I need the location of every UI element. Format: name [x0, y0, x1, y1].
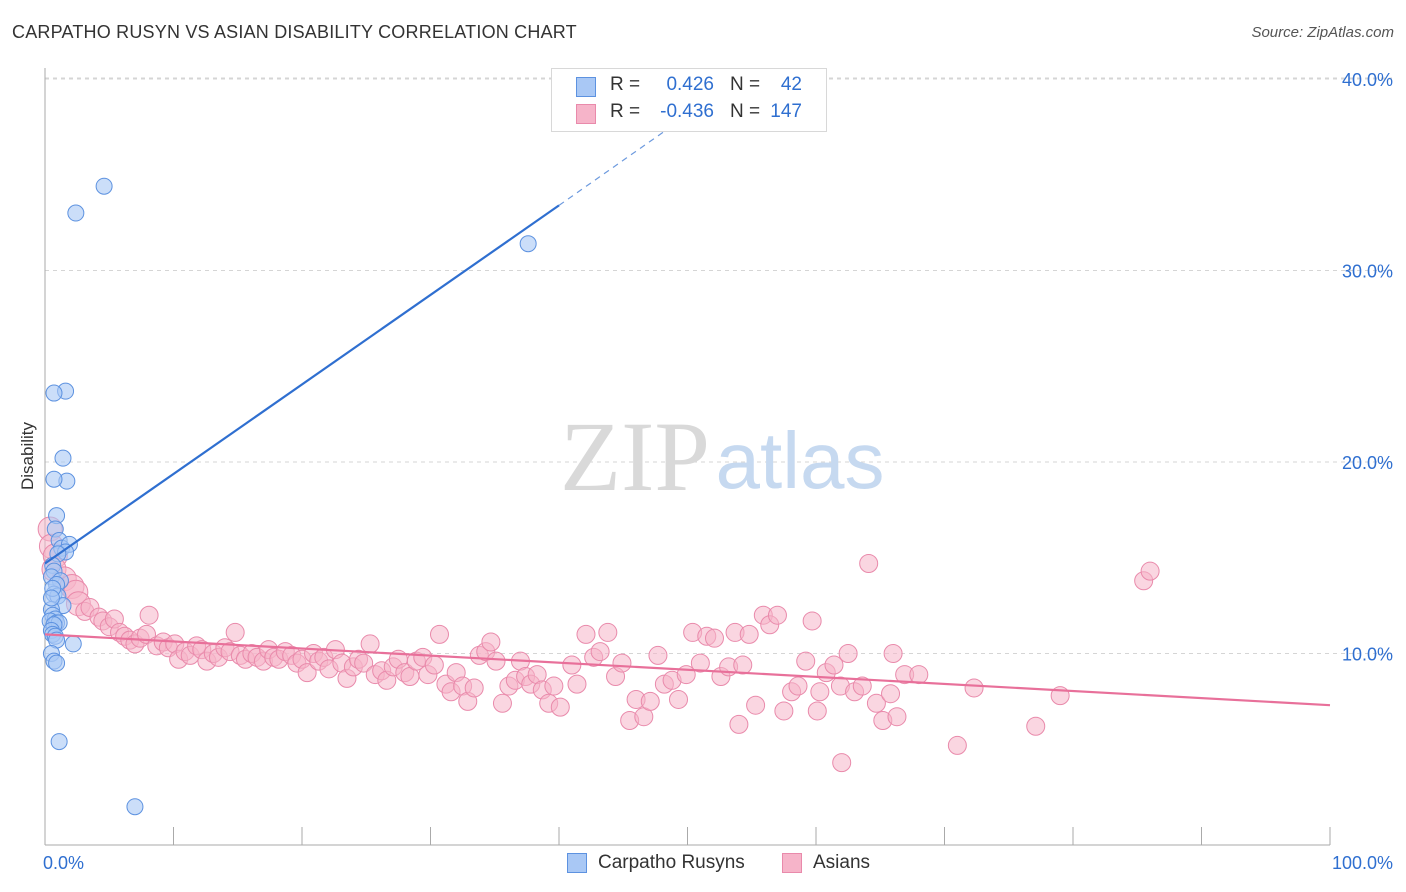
- asians-point: [802, 611, 822, 631]
- asians-point: [733, 655, 753, 675]
- legend-r-value: 0.426: [666, 74, 714, 95]
- legend-row-carpatho-rusyns: R = 0.426 N = 42: [552, 74, 826, 100]
- asians-point: [640, 691, 660, 711]
- asians-point: [704, 628, 724, 648]
- asians-point: [562, 655, 582, 675]
- carpatho-rusyns-trend-line: [44, 204, 560, 565]
- asians-point: [669, 689, 689, 709]
- asians-point: [1026, 716, 1046, 736]
- chart-title: CARPATHO RUSYN VS ASIAN DISABILITY CORRE…: [12, 22, 577, 42]
- asians-point: [788, 676, 808, 696]
- asians-point: [354, 653, 374, 673]
- asians-point: [225, 622, 245, 642]
- carpatho-rusyns-point: [45, 384, 63, 402]
- asians-point: [866, 693, 886, 713]
- asians-point: [832, 753, 852, 773]
- y-tick-label: 10.0%: [1342, 645, 1393, 665]
- asians-point: [807, 701, 827, 721]
- asians-point: [883, 644, 903, 663]
- asians-point: [859, 553, 879, 573]
- asians-point: [576, 624, 596, 644]
- carpatho-rusyns-point: [64, 635, 82, 653]
- asians-point: [544, 676, 564, 696]
- trend-lines: [44, 78, 1331, 707]
- carpatho-rusyns-point: [48, 654, 66, 672]
- asians-point: [567, 674, 587, 694]
- asians-point: [297, 663, 317, 683]
- carpatho-rusyns-point: [95, 177, 113, 195]
- tick-labels: 10.0% 20.0% 30.0% 40.0% 0.0% 100.0%: [43, 70, 1393, 873]
- asians-point: [810, 682, 830, 702]
- y-axis-label: Disability: [18, 421, 37, 490]
- legend-n-value: 42: [780, 74, 802, 95]
- asians-point: [690, 653, 710, 673]
- legend-n-label: N =: [730, 101, 761, 122]
- asians-point: [796, 651, 816, 671]
- x-tick-label-min: 0.0%: [43, 853, 84, 873]
- carpatho-rusyns-point: [126, 798, 144, 816]
- asians-point: [947, 735, 967, 755]
- legend-r-value: -0.436: [660, 101, 714, 122]
- legend-swatch-blue: [576, 77, 596, 97]
- carpatho-rusyns-points: [41, 177, 537, 816]
- asians-point: [739, 624, 759, 644]
- carpatho-rusyns-point: [54, 449, 72, 467]
- asians-point: [139, 605, 159, 625]
- y-tick-label: 20.0%: [1342, 453, 1393, 473]
- legend-n-label: N =: [730, 74, 761, 95]
- asians-point: [852, 676, 872, 696]
- asians-point: [881, 684, 901, 704]
- carpatho-rusyns-point: [519, 235, 537, 253]
- asians-point: [964, 678, 984, 698]
- asians-point: [598, 622, 618, 642]
- bottom-legend-carpatho-rusyns: Carpatho Rusyns: [598, 852, 745, 873]
- asians-point: [550, 697, 570, 717]
- carpatho-rusyns-point: [42, 589, 60, 607]
- legend-n-value: 147: [770, 101, 802, 122]
- y-tick-label: 40.0%: [1342, 70, 1393, 90]
- carpatho-rusyns-point: [45, 470, 63, 488]
- asians-point: [429, 624, 449, 644]
- asians-point: [746, 695, 766, 715]
- asians-point: [481, 632, 501, 652]
- correlation-legend: R = 0.426 N = 42 R = -0.436 N = 147: [551, 68, 827, 132]
- asians-point: [360, 634, 380, 654]
- bottom-legend-swatch-carpatho-rusyns: [567, 853, 587, 873]
- carpatho-rusyns-point: [50, 733, 68, 751]
- asians-point: [729, 714, 749, 734]
- asians-point: [824, 655, 844, 675]
- asians-point: [1140, 561, 1160, 581]
- x-tick-label-max: 100.0%: [1332, 853, 1393, 873]
- legend-r-label: R =: [610, 74, 641, 95]
- asians-point: [424, 655, 444, 675]
- legend-swatch-pink: [576, 104, 596, 124]
- carpatho-rusyns-point: [67, 204, 85, 222]
- asians-point: [492, 693, 512, 713]
- grid-lines: [45, 77, 1392, 654]
- bottom-legend-swatch-asians: [782, 853, 802, 873]
- asians-trend-line: [44, 633, 1331, 707]
- asians-point: [648, 645, 668, 665]
- asians-point: [774, 701, 794, 721]
- asians-point: [590, 642, 610, 662]
- watermark: ZIP atlas: [560, 401, 884, 512]
- asians-point: [767, 605, 787, 625]
- legend-row-asians: R = -0.436 N = 147: [552, 101, 826, 127]
- asians-point: [612, 653, 632, 673]
- watermark-atlas: atlas: [716, 416, 885, 505]
- asians-point: [486, 651, 506, 671]
- asians-point: [909, 665, 929, 685]
- asians-point: [838, 644, 858, 663]
- asians-point: [887, 707, 907, 727]
- asians-point: [464, 678, 484, 698]
- carpatho-rusyns-trend-extension: [558, 78, 740, 206]
- axes: [44, 68, 1331, 846]
- y-tick-label: 30.0%: [1342, 262, 1393, 282]
- bottom-legend-asians: Asians: [813, 852, 871, 873]
- source-label: Source: ZipAtlas.com: [1251, 24, 1394, 41]
- watermark-zip: ZIP: [560, 401, 710, 512]
- legend-r-label: R =: [610, 101, 641, 122]
